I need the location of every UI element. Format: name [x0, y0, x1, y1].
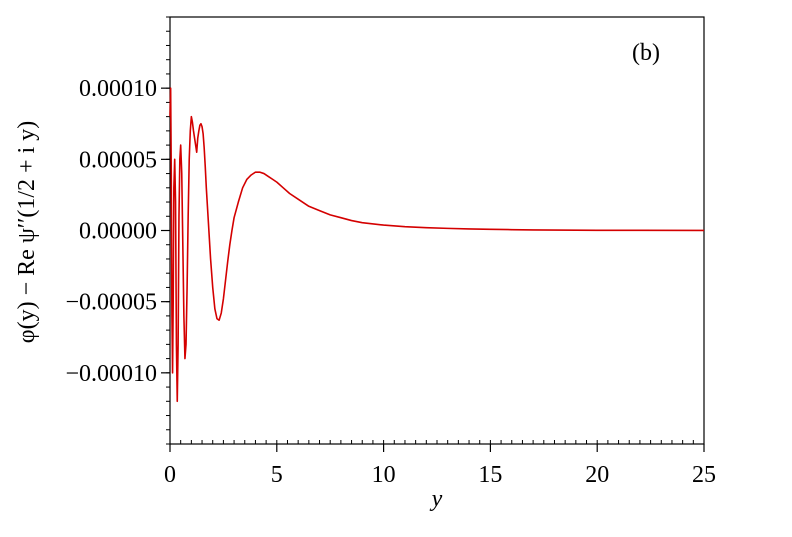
y-tick-label: 0.00010 — [79, 76, 157, 102]
major-ticks — [161, 87, 705, 452]
y-tick-label: 0.00005 — [79, 147, 157, 173]
x-tick-label: 0 — [164, 462, 176, 488]
y-axis-title: φ(y) − Re ψ′′(1/2 + i y) — [14, 121, 40, 343]
y-tick-label: 0.00000 — [79, 219, 157, 245]
series-group — [169, 87, 705, 403]
x-tick-label: 25 — [692, 462, 716, 488]
panel-label: (b) — [632, 40, 660, 66]
minor-ticks — [166, 16, 705, 445]
x-tick-label: 10 — [372, 462, 396, 488]
y-tick-label: −0.00005 — [65, 290, 157, 316]
y-tick-labels: 0.00010 0.00005 0.00000 −0.00005 −0.00010 — [65, 76, 157, 387]
x-tick-labels: 0 5 10 15 20 25 — [164, 462, 716, 488]
x-tick-label: 15 — [478, 462, 502, 488]
y-tick-label: −0.00010 — [65, 361, 157, 387]
x-tick-label: 5 — [271, 462, 283, 488]
x-tick-label: 20 — [585, 462, 609, 488]
series-line-1 — [169, 87, 705, 403]
x-axis-title: y — [430, 486, 443, 512]
